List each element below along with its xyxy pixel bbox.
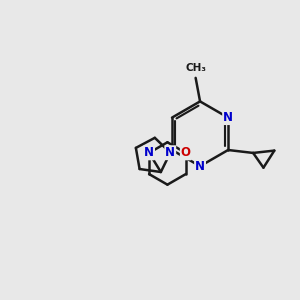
Text: N: N [144, 146, 154, 159]
Text: N: N [195, 160, 205, 173]
Text: O: O [181, 146, 191, 159]
Text: N: N [165, 146, 175, 159]
Text: CH₃: CH₃ [185, 63, 206, 73]
Text: N: N [223, 111, 233, 124]
